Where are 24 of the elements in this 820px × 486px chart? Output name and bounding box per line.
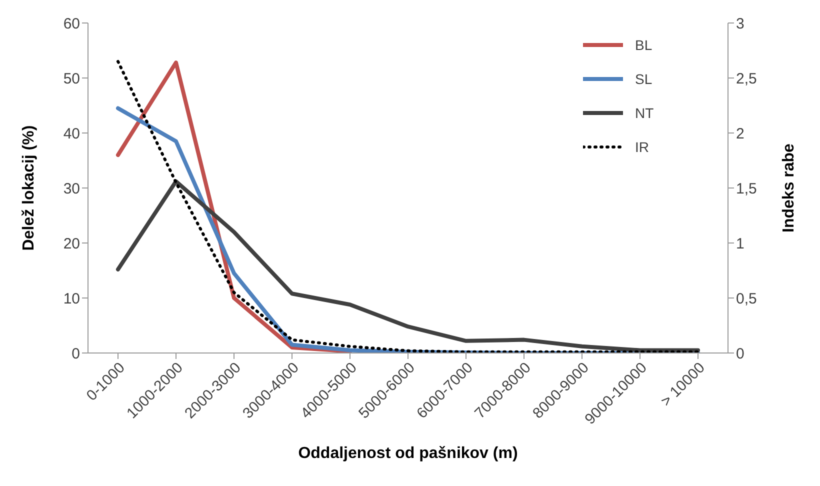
y-tick-label: 50: [63, 70, 80, 88]
y2-axis-title: Indeks rabe: [780, 143, 798, 232]
y-tick-label: 20: [63, 235, 80, 252]
y-axis-title: Delež lokacij (%): [20, 125, 38, 251]
line-series: [116, 106, 700, 353]
y-tick-label: 30: [63, 180, 80, 198]
y-tick-label: 0: [72, 345, 80, 362]
y-tick-label: 60: [63, 15, 80, 32]
y2-tick-label: 3: [736, 15, 744, 32]
y2-tick-label: 2: [736, 125, 744, 142]
legend-label: SL: [635, 71, 652, 87]
x-axis-title: Oddaljenost od pašnikov (m): [298, 445, 518, 462]
y-tick-label: 40: [63, 125, 80, 142]
legend-label: BL: [635, 37, 652, 53]
line-series: [116, 179, 700, 352]
line-series: [116, 60, 700, 353]
y-tick-label: 10: [63, 290, 80, 308]
y2-tick-label: 1,5: [736, 180, 757, 198]
y2-tick-label: 0,5: [736, 290, 757, 308]
legend-label: NT: [635, 105, 654, 121]
legend-label: IR: [635, 139, 649, 155]
y2-tick-label: 0: [736, 345, 744, 362]
y2-tick-label: 2,5: [736, 70, 757, 88]
y2-tick-label: 1: [736, 235, 744, 252]
